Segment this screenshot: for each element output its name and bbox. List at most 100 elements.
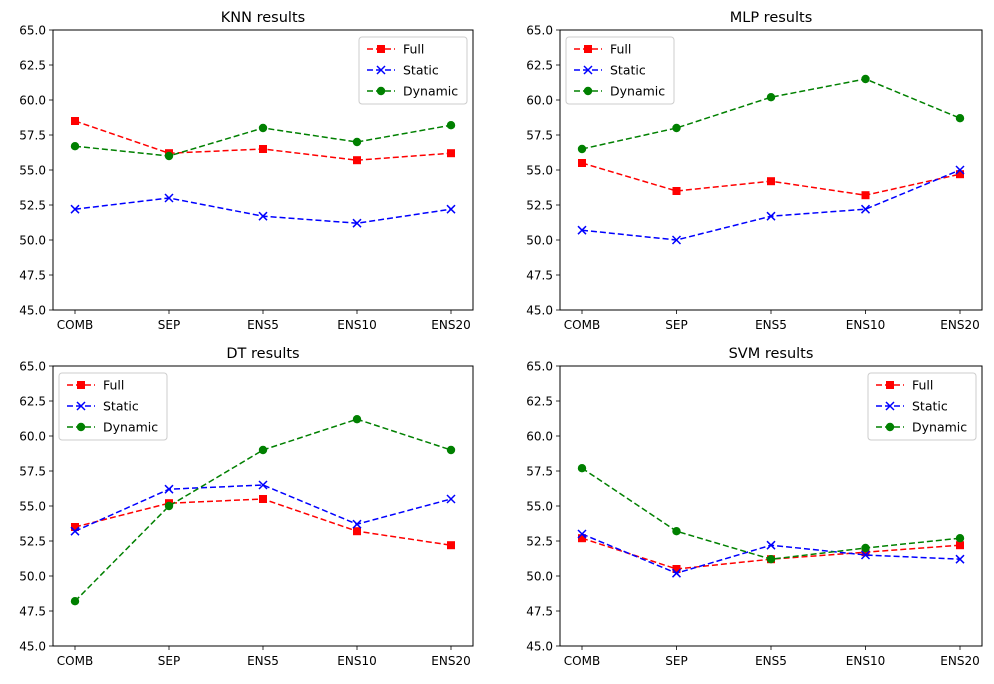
y-tick-label: 55.0 [526, 500, 553, 514]
legend-label: Static [403, 63, 439, 78]
data-point-dynamic [258, 123, 268, 133]
data-point-dynamic [861, 74, 870, 84]
data-point-full [956, 170, 964, 179]
legend-box [867, 372, 977, 441]
data-point-static [70, 204, 80, 214]
subplot-3: SVM results 45.0 47.5 50.0 52.5 55.0 57.5 60.0 6… [526, 346, 983, 668]
data-point-full [353, 527, 361, 536]
y-tick-label: 45.0 [526, 640, 553, 654]
x-tick-label: ENS20 [431, 318, 470, 332]
data-point-full [672, 565, 681, 573]
y-tick-label: 47.5 [526, 605, 553, 619]
data-point-dynamic [861, 543, 870, 553]
x-tick-label: ENS10 [846, 654, 885, 668]
data-point-static [446, 204, 456, 214]
plot-frame [52, 29, 474, 311]
data-point-static [446, 494, 456, 504]
legend: Full Static Dynamic [58, 372, 168, 441]
data-point-full [259, 495, 267, 503]
y-tick-label: 65.0 [19, 24, 46, 38]
y-tick-label: 65.0 [526, 24, 553, 38]
data-point-full [259, 145, 267, 153]
y-tick-label: 57.5 [19, 465, 46, 479]
data-point-dynamic [672, 123, 681, 133]
x-tick-label: ENS5 [755, 654, 787, 668]
data-point-dynamic [70, 142, 80, 151]
data-point-dynamic [955, 534, 965, 543]
x-tick-label: ENS5 [247, 318, 279, 332]
data-point-dynamic [446, 445, 456, 455]
plot-frame [559, 365, 983, 647]
legend-marker [583, 86, 593, 96]
legend-marker [885, 401, 895, 411]
legend-label: Dynamic [912, 420, 967, 435]
data-point-static [577, 529, 587, 539]
y-tick-label: 47.5 [19, 605, 46, 619]
data-point-static [164, 484, 174, 494]
y-tick-label: 65.0 [19, 360, 46, 374]
series-line-full [581, 537, 961, 570]
x-tick-label: SEP [158, 654, 180, 668]
subplot-2: DT results 45.0 47.5 50.0 52.5 55.0 57.5 60.0 62… [19, 346, 474, 668]
y-tick-label: 62.5 [526, 395, 553, 409]
legend-marker [376, 65, 386, 75]
legend: Full Static Dynamic [358, 36, 468, 105]
y-tick-label: 47.5 [19, 269, 46, 283]
y-tick-label: 57.5 [19, 129, 46, 143]
data-point-full [353, 156, 361, 165]
x-tick-label: ENS5 [755, 318, 787, 332]
data-point-dynamic [577, 144, 587, 154]
series-line-full [74, 498, 452, 546]
legend-marker [377, 45, 385, 53]
legend-marker [583, 65, 593, 75]
data-point-full [71, 523, 79, 531]
plot-frame [52, 365, 474, 647]
data-point-dynamic [446, 121, 456, 130]
subplot-0: KNN results 45.0 47.5 50.0 52.5 55.0 57.5 60.0 6… [19, 10, 474, 332]
x-tick-label: ENS20 [431, 654, 470, 668]
legend-label: Dynamic [610, 84, 665, 99]
legend-marker [76, 401, 86, 411]
data-point-dynamic [577, 464, 587, 473]
x-tick-label: ENS20 [940, 318, 979, 332]
data-point-static [955, 165, 965, 175]
subplot-title: SVM results [729, 346, 814, 362]
data-point-full [956, 541, 964, 550]
y-tick-label: 60.0 [19, 430, 46, 444]
data-point-dynamic [352, 137, 362, 147]
plot-frame [559, 29, 983, 311]
legend-label: Full [610, 42, 631, 57]
legend-label: Full [403, 42, 424, 57]
data-point-full [861, 191, 870, 200]
y-tick-label: 65.0 [526, 360, 553, 374]
y-tick-label: 55.0 [526, 164, 553, 178]
series-line-static [74, 197, 452, 224]
y-tick-label: 60.0 [526, 94, 553, 108]
data-point-static [164, 193, 174, 203]
y-tick-label: 50.0 [526, 570, 553, 584]
legend-box [358, 36, 468, 105]
data-point-dynamic [766, 93, 776, 102]
data-point-dynamic [164, 501, 174, 511]
legend-label: Static [103, 399, 139, 414]
data-point-static [671, 568, 682, 578]
data-point-dynamic [672, 527, 681, 536]
x-tick-label: SEP [158, 318, 180, 332]
data-point-static [955, 554, 965, 564]
legend: Full Static Dynamic [867, 372, 977, 441]
data-point-static [577, 225, 587, 235]
x-tick-label: COMB [57, 654, 93, 668]
data-point-dynamic [766, 555, 776, 564]
legend-marker [584, 45, 592, 53]
legend: Full Static Dynamic [565, 36, 675, 105]
data-point-full [447, 149, 455, 158]
data-point-static [258, 480, 268, 490]
data-point-dynamic [258, 445, 268, 455]
y-tick-label: 60.0 [19, 94, 46, 108]
legend-label: Dynamic [403, 84, 458, 99]
y-tick-label: 57.5 [526, 465, 553, 479]
subplot-title: MLP results [730, 10, 813, 26]
x-tick-label: COMB [57, 318, 93, 332]
subplot-title: DT results [226, 346, 299, 362]
